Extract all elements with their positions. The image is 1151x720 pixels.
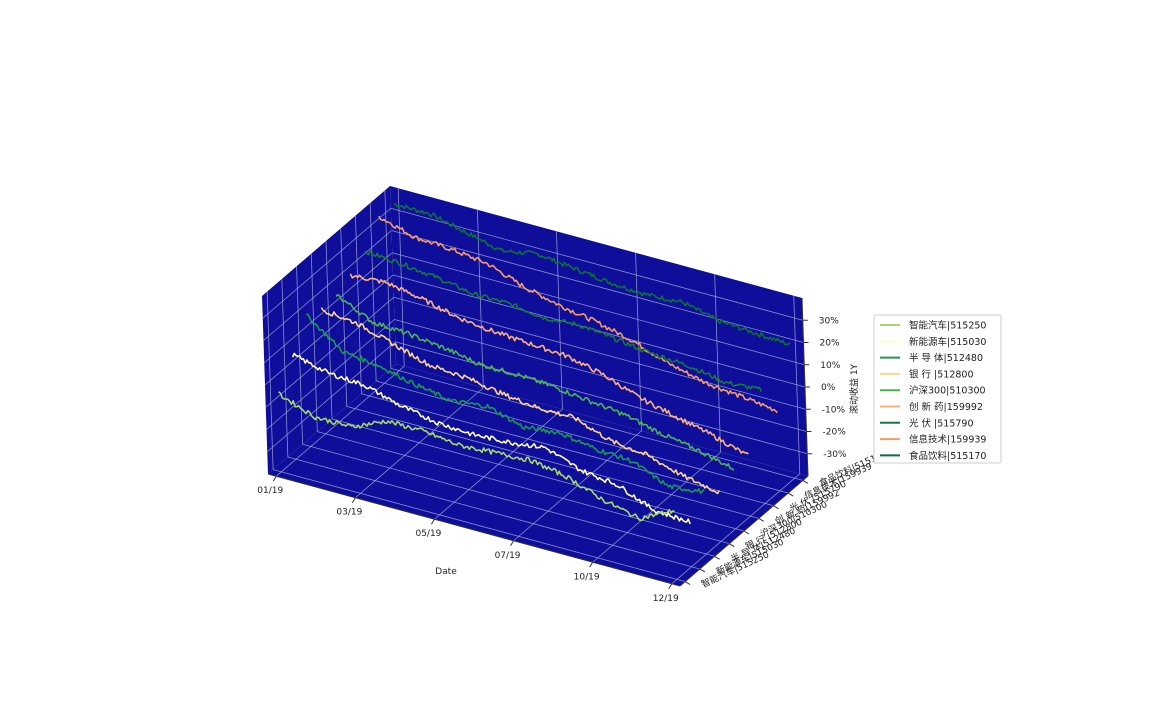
x-tick (668, 583, 673, 590)
grid-line-y (331, 418, 745, 532)
y-tick (729, 543, 735, 548)
y-tick (773, 505, 779, 510)
x-tick (510, 540, 514, 547)
legend-box (873, 314, 1002, 464)
z-tick-label: -30% (823, 450, 847, 460)
series-line (291, 352, 691, 525)
x-tick (351, 497, 356, 504)
legend-entry: 智能汽车|515250 (909, 320, 986, 332)
z-tick-label: 20% (820, 339, 840, 349)
grid-line-y (302, 443, 715, 557)
series-line (335, 293, 735, 471)
x-tick (431, 518, 435, 525)
chart-legend: 智能汽车|515250 新能源车|515030 半 导 体|512480 银 行 |5… (873, 314, 1002, 464)
grid-line-z (263, 252, 393, 364)
x-tick (272, 475, 277, 482)
x-tick-label: 07/19 (495, 551, 521, 561)
legend-entry: 信息技术|159939 (909, 434, 986, 446)
x-tick-label: 05/19 (415, 529, 441, 539)
grid-line-z (263, 230, 392, 341)
legend-entry: 新能源车|515030 (909, 336, 986, 348)
legend-entry: 银 行 |512800 (909, 368, 974, 380)
grid-line-z (391, 230, 804, 343)
x-tick-label: 03/19 (336, 508, 362, 518)
x-tick-label: 01/19 (257, 486, 283, 496)
x-tick (589, 561, 594, 568)
y-tick (802, 479, 809, 484)
grid-line-z (266, 319, 395, 430)
chart-grid (262, 188, 808, 585)
grid-line-z (393, 296, 806, 410)
z-tick-label: -10% (822, 405, 846, 415)
grid-line-y (346, 405, 759, 519)
series-line (306, 313, 705, 495)
legend-entry: 半 导 体|512480 (909, 352, 983, 364)
grid-line-z (262, 207, 392, 319)
series-line (349, 273, 749, 455)
grid-line-y (273, 469, 686, 582)
series-line (393, 203, 791, 346)
z-tick-label: 30% (819, 316, 839, 326)
grid-line-y (390, 368, 803, 481)
grid-line-z (392, 274, 806, 388)
grid-line-z (264, 274, 394, 386)
legend-entry: 食品饮料|515170 (909, 450, 986, 462)
chart-series (278, 203, 791, 525)
grid-line-z (266, 341, 396, 453)
y-tick (699, 568, 706, 573)
z-tick-label: 0% (821, 383, 836, 393)
legend-entry: 光 伏 |515790 (909, 417, 974, 429)
series-line (378, 215, 778, 414)
series-line (364, 250, 763, 392)
series-line (320, 307, 721, 495)
legend-entry: 沪深300|510300 (909, 385, 986, 397)
z-tick-label: -20% (823, 428, 847, 438)
grid-line-y (287, 456, 700, 570)
z-tick-label: 10% (820, 361, 840, 371)
x-axis-label: Date (435, 567, 457, 577)
y-tick (684, 581, 691, 586)
grid-line-z (395, 341, 808, 455)
grid-line-y (317, 431, 730, 545)
y-tick (787, 492, 794, 497)
x-tick-label: 12/19 (653, 594, 679, 604)
y-tick (758, 517, 764, 522)
grid-line-z (265, 296, 395, 408)
grid-line-z (394, 319, 807, 432)
legend-entry: 创 新 药|159992 (909, 401, 983, 413)
y-tick (743, 530, 750, 535)
z-axis-label: 滚动收益 1Y (848, 363, 860, 414)
x-tick-label: 10/19 (574, 572, 600, 582)
grid-line-z (390, 207, 803, 321)
x-axis-line (267, 473, 681, 587)
grid-line-z (392, 252, 805, 366)
series-line (278, 391, 675, 522)
y-tick (714, 555, 720, 560)
